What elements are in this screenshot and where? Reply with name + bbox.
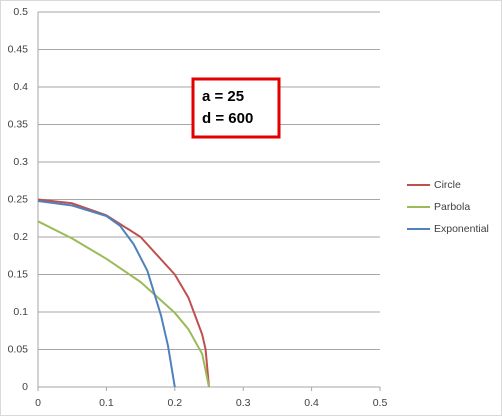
x-tick-label: 0 <box>35 397 41 409</box>
x-tick-label: 0.1 <box>99 397 114 409</box>
annotation-box <box>191 77 281 139</box>
y-tick-label: 0.45 <box>8 43 29 55</box>
y-tick-label: 0.3 <box>13 156 28 168</box>
y-tick-label: 0.2 <box>13 231 28 243</box>
x-tick-label: 0.4 <box>304 397 319 409</box>
legend-label: Parbola <box>434 201 470 213</box>
annotation: a = 25 <box>202 88 244 105</box>
legend-label: Exponential <box>434 223 489 235</box>
x-tick-label: 0.5 <box>373 397 388 409</box>
series-line <box>37 198 210 388</box>
y-tick-label: 0.1 <box>13 306 28 318</box>
y-tick-label: 0.35 <box>8 118 29 130</box>
y-tick-label: 0.4 <box>13 81 28 93</box>
series-line <box>37 220 210 388</box>
plot <box>37 198 210 388</box>
legend-label: Circle <box>434 179 461 191</box>
y-tick-label: 0.5 <box>13 6 28 18</box>
annotation: d = 600 <box>202 110 253 127</box>
y-tick-label: 0.15 <box>8 268 29 280</box>
y-tick-label: 0.25 <box>8 193 29 205</box>
y-tick-label: 0 <box>22 381 28 393</box>
x-tick-label: 0.2 <box>167 397 182 409</box>
y-tick-label: 0.05 <box>8 343 29 355</box>
x-tick-label: 0.3 <box>236 397 251 409</box>
series-line <box>37 200 176 388</box>
